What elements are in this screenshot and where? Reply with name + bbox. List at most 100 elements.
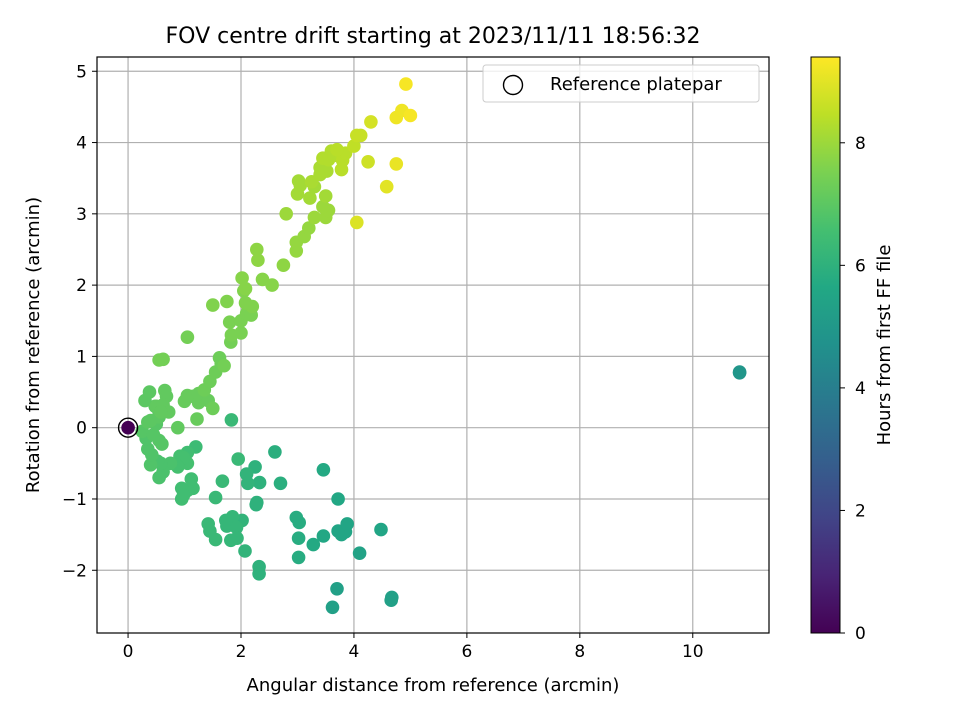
y-tick-label: −2: [62, 561, 87, 581]
data-point: [206, 298, 220, 312]
data-point: [249, 495, 264, 510]
data-point: [330, 582, 344, 596]
data-point: [316, 199, 330, 214]
data-point: [316, 463, 331, 477]
data-point: [403, 108, 418, 123]
x-tick-label: 2: [236, 642, 247, 662]
colorbar-gradient: [810, 56, 841, 634]
data-point: [180, 330, 195, 345]
data-point: [361, 155, 375, 169]
x-tick-label: 0: [123, 642, 134, 662]
data-point: [273, 476, 288, 491]
x-axis-label: Angular distance from reference (arcmin): [247, 675, 620, 696]
data-point: [252, 567, 266, 581]
data-point: [340, 517, 355, 531]
y-axis-label: Rotation from reference (arcmin): [23, 197, 44, 493]
data-point: [238, 296, 253, 310]
y-tick-label: 4: [76, 134, 87, 154]
y-tick-label: 1: [76, 347, 87, 367]
grid: [97, 57, 769, 633]
data-point: [331, 492, 345, 506]
data-point: [306, 537, 321, 552]
data-points: [121, 77, 747, 615]
data-point: [224, 413, 239, 427]
data-point: [238, 544, 252, 558]
data-point: [352, 546, 367, 560]
data-point: [316, 529, 331, 543]
data-point: [364, 115, 378, 129]
data-point: [330, 142, 344, 157]
data-point: [224, 533, 238, 548]
data-point: [353, 128, 368, 143]
data-point: [142, 385, 157, 399]
colorbar-tick-label: 6: [855, 256, 866, 276]
legend: Reference platepar: [482, 64, 760, 103]
data-point: [143, 458, 158, 472]
y-tick-label: 2: [76, 276, 87, 296]
y-tick-label: 5: [76, 62, 87, 82]
data-point: [252, 475, 267, 490]
data-point: [303, 191, 317, 205]
x-tick-label: 6: [461, 642, 472, 662]
colorbar-tick-label: 0: [855, 624, 866, 644]
data-point: [241, 476, 255, 491]
data-point: [291, 174, 306, 188]
data-point: [208, 490, 223, 505]
legend-box: [482, 64, 760, 103]
data-point: [249, 242, 264, 257]
data-point: [215, 474, 230, 489]
data-point: [384, 593, 399, 607]
legend-label: Reference platepar: [550, 74, 722, 95]
colorbar-tick-label: 4: [855, 379, 866, 399]
data-point: [289, 510, 304, 525]
data-point: [291, 550, 306, 565]
colorbar-label: Hours from first FF file: [874, 245, 895, 446]
x-axis-ticks: 0 2 4 6 8 10: [123, 633, 704, 662]
data-point: [219, 513, 233, 528]
legend-marker-icon: [502, 74, 524, 96]
x-tick-label: 4: [349, 642, 360, 662]
data-point: [146, 428, 161, 442]
data-point: [347, 139, 361, 153]
data-point: [156, 352, 170, 367]
data-point: [171, 420, 185, 435]
data-point: [291, 531, 306, 545]
data-point: [379, 179, 394, 194]
data-point: [374, 522, 388, 537]
data-point: [231, 452, 245, 466]
data-point: [234, 326, 248, 340]
data-point: [220, 294, 234, 309]
colorbar-tick-label: 8: [855, 134, 866, 154]
colorbar-tick-label: 2: [855, 501, 866, 521]
data-point: [206, 401, 220, 416]
data-point: [325, 600, 340, 615]
data-point: [152, 470, 166, 485]
plot-frame: [96, 56, 770, 634]
data-point: [265, 278, 279, 292]
data-point: [279, 207, 294, 221]
data-point: [222, 315, 237, 330]
data-point: [732, 365, 747, 379]
y-axis-ticks: −2 −1 0 1 2 3 4 5: [62, 62, 97, 581]
data-point: [276, 258, 291, 273]
data-point: [190, 412, 204, 426]
x-tick-label: 10: [682, 642, 704, 662]
data-point: [389, 157, 404, 171]
chart-title: FOV centre drift starting at 2023/11/11 …: [166, 24, 701, 49]
data-point: [331, 524, 345, 538]
data-point: [235, 271, 249, 285]
data-point: [176, 488, 191, 503]
data-point: [268, 445, 282, 459]
data-point: [238, 281, 253, 296]
y-tick-label: −1: [62, 490, 87, 510]
data-point: [201, 517, 215, 531]
data-point: [251, 253, 265, 267]
data-point: [318, 189, 333, 203]
data-point: [350, 215, 364, 230]
x-tick-label: 8: [574, 642, 585, 662]
reference-marker: [117, 417, 139, 438]
reference-platepar-marker: [117, 417, 139, 438]
colorbar-ticks: 0 2 4 6 8: [840, 134, 866, 644]
data-point: [121, 420, 135, 435]
